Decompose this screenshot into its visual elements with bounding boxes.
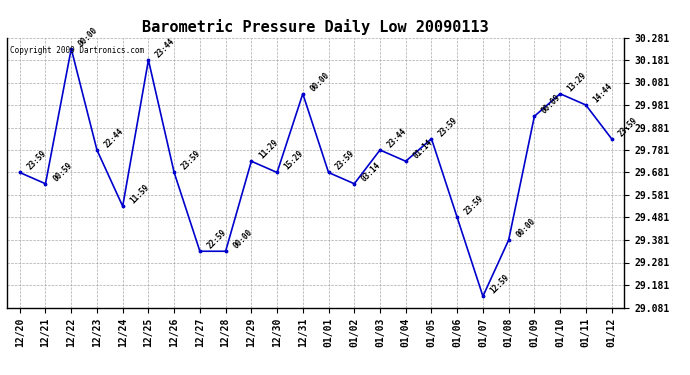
Text: Copyright 2009 Dartronics.com: Copyright 2009 Dartronics.com — [10, 46, 144, 55]
Text: 23:44: 23:44 — [154, 36, 177, 59]
Text: 13:29: 13:29 — [566, 70, 589, 93]
Text: 11:59: 11:59 — [128, 183, 151, 206]
Text: 23:59: 23:59 — [463, 194, 486, 217]
Text: 00:00: 00:00 — [231, 228, 254, 251]
Text: 23:59: 23:59 — [179, 149, 202, 172]
Text: 23:59: 23:59 — [26, 149, 48, 172]
Text: 11:29: 11:29 — [257, 138, 279, 160]
Text: 00:59: 00:59 — [51, 160, 74, 183]
Text: 00:00: 00:00 — [77, 25, 99, 48]
Text: 03:14: 03:14 — [359, 160, 382, 183]
Text: 01:14: 01:14 — [411, 138, 434, 160]
Text: 15:29: 15:29 — [283, 149, 306, 172]
Text: 23:59: 23:59 — [334, 149, 357, 172]
Text: 14:44: 14:44 — [591, 81, 614, 104]
Text: 22:59: 22:59 — [206, 228, 228, 251]
Text: 23:59: 23:59 — [437, 115, 460, 138]
Text: 12:59: 12:59 — [489, 273, 511, 296]
Text: 00:00: 00:00 — [308, 70, 331, 93]
Title: Barometric Pressure Daily Low 20090113: Barometric Pressure Daily Low 20090113 — [142, 19, 489, 35]
Text: 23:44: 23:44 — [386, 126, 408, 149]
Text: 22:44: 22:44 — [103, 126, 125, 149]
Text: 00:09: 00:09 — [540, 93, 562, 116]
Text: 00:00: 00:00 — [514, 216, 537, 239]
Text: 23:59: 23:59 — [617, 115, 640, 138]
